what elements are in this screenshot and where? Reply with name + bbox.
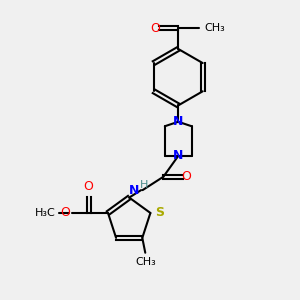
Text: O: O: [150, 22, 160, 34]
Text: O: O: [84, 180, 94, 193]
Text: H₃C: H₃C: [35, 208, 56, 218]
Text: N: N: [129, 184, 140, 196]
Text: N: N: [173, 149, 183, 162]
Text: S: S: [155, 206, 164, 220]
Text: CH₃: CH₃: [135, 257, 156, 267]
Text: H: H: [140, 180, 148, 190]
Text: CH₃: CH₃: [204, 23, 225, 33]
Text: O: O: [60, 206, 70, 220]
Text: N: N: [173, 115, 183, 128]
Text: O: O: [182, 170, 191, 183]
